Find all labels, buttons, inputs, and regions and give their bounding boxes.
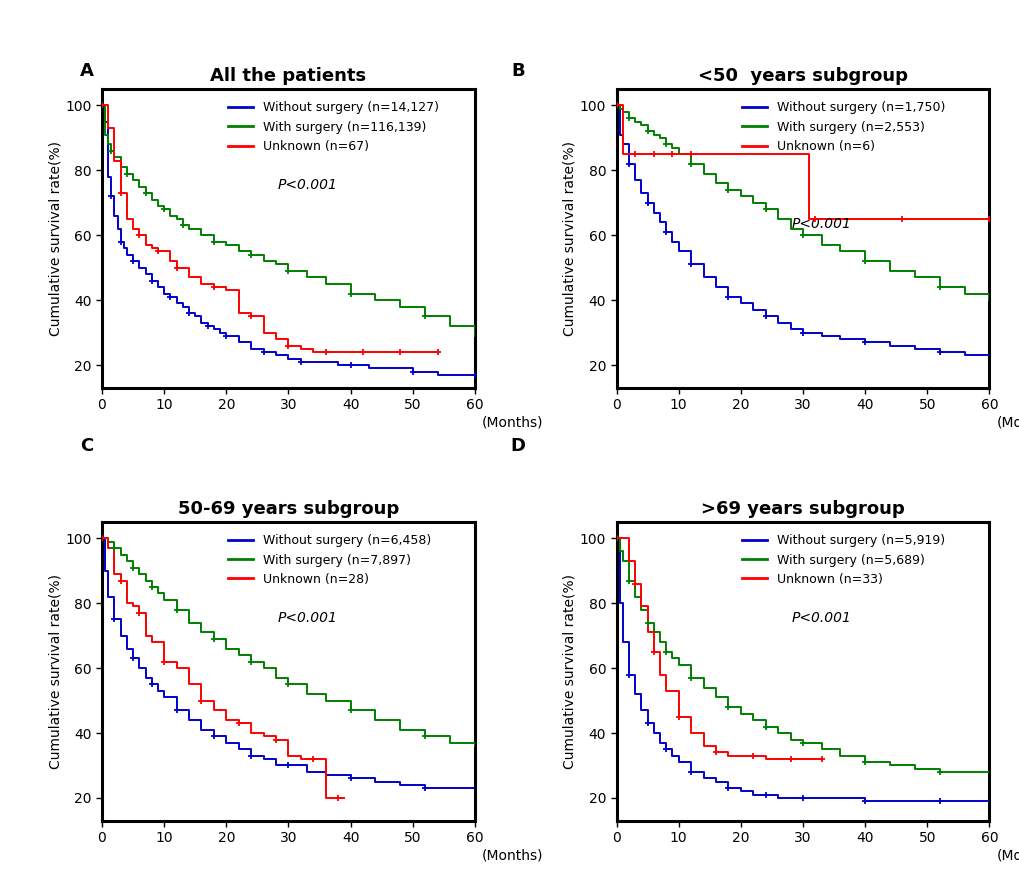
Title: All the patients: All the patients [210,67,366,85]
Title: <50  years subgroup: <50 years subgroup [697,67,907,85]
Text: P<0.001: P<0.001 [277,178,336,192]
Y-axis label: Cumulative survival rate(%): Cumulative survival rate(%) [562,574,577,769]
Legend: Without surgery (n=6,458), With surgery (n=7,897), Unknown (n=28): Without surgery (n=6,458), With surgery … [227,534,430,586]
Legend: Without surgery (n=1,750), With surgery (n=2,553), Unknown (n=6): Without surgery (n=1,750), With surgery … [742,102,945,153]
Text: P<0.001: P<0.001 [791,217,851,230]
Text: B: B [511,62,524,80]
Y-axis label: Cumulative survival rate(%): Cumulative survival rate(%) [562,141,577,336]
Legend: Without surgery (n=5,919), With surgery (n=5,689), Unknown (n=33): Without surgery (n=5,919), With surgery … [742,534,945,586]
Text: (Months): (Months) [481,848,543,863]
Text: P<0.001: P<0.001 [277,611,336,624]
Text: (Months): (Months) [996,416,1019,430]
Y-axis label: Cumulative survival rate(%): Cumulative survival rate(%) [48,141,62,336]
Text: P<0.001: P<0.001 [791,611,851,624]
Text: D: D [510,437,525,455]
Title: 50-69 years subgroup: 50-69 years subgroup [177,500,398,517]
Text: C: C [81,437,93,455]
Y-axis label: Cumulative survival rate(%): Cumulative survival rate(%) [48,574,62,769]
Title: >69 years subgroup: >69 years subgroup [700,500,904,517]
Text: (Months): (Months) [996,848,1019,863]
Text: A: A [79,62,94,80]
Legend: Without surgery (n=14,127), With surgery (n=116,139), Unknown (n=67): Without surgery (n=14,127), With surgery… [227,102,438,153]
Text: (Months): (Months) [481,416,543,430]
